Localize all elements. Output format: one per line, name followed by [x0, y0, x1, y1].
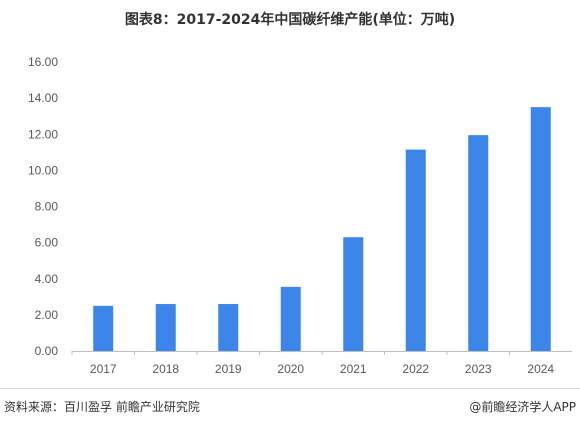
x-tick-label: 2024: [527, 362, 554, 376]
credit-note: @前瞻经济学人APP: [469, 400, 576, 414]
y-tick-label: 0.00: [35, 344, 59, 358]
y-tick-label: 14.00: [28, 91, 58, 105]
y-tick-label: 6.00: [35, 236, 59, 250]
y-tick-label: 8.00: [35, 200, 59, 214]
bar-2021: [343, 237, 364, 351]
x-tick-label: 2020: [277, 362, 304, 376]
x-tick-label: 2018: [152, 362, 179, 376]
bar-2024: [530, 107, 551, 351]
y-axis-ticks: 0.00 2.00 4.00 6.00 8.00 10.00 12.00 14.00 16.00: [28, 55, 58, 358]
bar-2017: [93, 305, 114, 351]
x-tick-label: 2019: [215, 362, 242, 376]
bar-2019: [218, 304, 239, 351]
x-tick-label: 2017: [90, 362, 117, 376]
footer-divider: [0, 388, 580, 389]
y-tick-label: 12.00: [28, 127, 58, 141]
y-tick-label: 16.00: [28, 55, 58, 69]
bar-2018: [155, 304, 176, 351]
bar-2023: [468, 135, 489, 351]
x-axis-ticks: 2017 2018 2019 2020 2021 2022 2023 2024: [71, 351, 554, 376]
bar-series: [93, 107, 551, 351]
y-tick-label: 4.00: [35, 272, 59, 286]
x-tick-label: 2022: [402, 362, 429, 376]
y-tick-label: 10.00: [28, 163, 58, 177]
x-tick-label: 2021: [340, 362, 367, 376]
bar-chart: 0.00 2.00 4.00 6.00 8.00 10.00 12.00 14.00 16.00…: [28, 55, 572, 376]
x-tick-label: 2023: [465, 362, 492, 376]
chart-title: 图表8：2017-2024年中国碳纤维产能(单位：万吨): [124, 12, 456, 28]
source-note: 资料来源：百川盈孚 前瞻产业研究院: [4, 400, 200, 414]
bar-2020: [280, 286, 301, 351]
y-tick-label: 2.00: [35, 308, 59, 322]
bar-2022: [405, 149, 426, 351]
